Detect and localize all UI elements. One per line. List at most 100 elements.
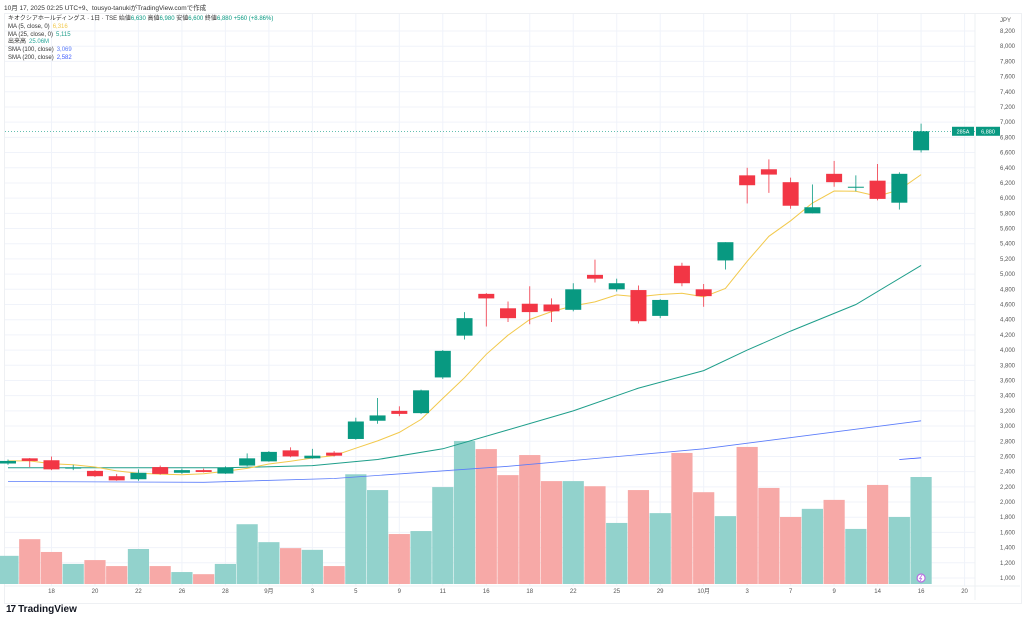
x-tick-label: 20 [961,589,968,595]
candle [65,464,82,471]
high-value: 6,980 [159,16,175,22]
candle-body [173,470,190,473]
candle-body [521,303,538,313]
candle [217,466,234,474]
tradingview-logo-icon: 17 [6,604,16,615]
volume-bar [693,492,715,584]
symbol-title: キオクシアホールディングス · 1日 · TSE [8,16,118,22]
indicator-ma25[interactable]: MA (25, close, 0) 5,115 [8,32,273,40]
x-tick-label: 9月 [264,588,273,595]
y-tick-label: 1,800 [1000,515,1016,521]
close-value: 6,880 [216,16,232,22]
y-tick-label: 4,600 [1000,303,1016,309]
candle [478,293,495,327]
indicator-sma200[interactable]: SMA (200, close) 2,582 [8,55,273,63]
y-tick-label: 4,400 [1000,318,1016,324]
volume-bar [453,440,476,584]
volume-bar [366,490,389,584]
legend: キオクシアホールディングス · 1日 · TSE 始値6,630 高値6,980… [8,16,273,63]
candle [391,406,408,417]
volume-bar [801,508,823,584]
candle [630,285,647,324]
x-tick-label: 10月 [697,588,710,595]
x-tick-label: 9 [398,589,402,595]
candle [543,298,560,322]
volume-bar [649,513,671,584]
volume-bar [62,563,84,584]
candle [43,456,60,471]
ticker-tag-label: 285A [957,129,970,135]
x-tick-label: 22 [135,589,142,595]
x-tick-label: 18 [526,589,533,595]
candle [521,286,538,325]
y-tick-label: 4,800 [1000,287,1016,293]
y-tick-label: 7,400 [1000,90,1016,96]
candle-body [347,421,364,439]
x-tick-label: 16 [483,589,490,595]
candle-body [478,293,495,299]
candle-body [239,458,256,466]
candle [847,175,864,192]
indicator-value: 6,316 [52,23,68,30]
candle [434,350,451,379]
indicator-value: 3,069 [56,47,72,54]
volume-bar [171,572,193,584]
candle [347,417,364,440]
y-tick-label: 4,200 [1000,333,1016,339]
y-tick-label: 2,800 [1000,439,1016,445]
low-label: 安値 [176,16,189,22]
candle [369,397,386,424]
indicator-value: 5,115 [56,31,71,38]
candle [782,177,799,209]
y-tick-label: 5,600 [1000,227,1016,233]
y-tick-label: 1,600 [1000,530,1016,536]
ticker-tag [952,126,974,136]
volume-bar [562,481,584,584]
volume-bar [345,474,367,584]
volume-bar [584,486,606,584]
y-tick-label: 3,000 [1000,424,1016,430]
indicator-volume[interactable]: 出来高 25.06M [8,39,273,47]
volume-bar [432,487,454,584]
candle [260,451,277,462]
candle [282,447,299,458]
y-tick-label: 2,400 [1000,470,1016,476]
y-tick-label: 5,000 [1000,272,1016,278]
y-tick-label: 1,000 [1000,576,1016,582]
candle-body [391,410,408,414]
indicator-ma5[interactable]: MA (5, close, 0) 6,316 [8,24,273,32]
lightning-icon [918,574,923,582]
candle [869,163,886,201]
candle-body [804,207,821,214]
candle [456,312,473,340]
candle-body [869,180,886,199]
tradingview-logo[interactable]: 17 TradingView [6,604,77,615]
earnings-event-icon[interactable] [916,573,926,583]
candle-body [65,467,82,469]
y-tick-label: 2,000 [1000,500,1016,506]
x-tick-label: 16 [918,589,925,595]
y-tick-label: 8,200 [1000,29,1016,35]
volume-bar [758,487,780,584]
candle [891,172,908,210]
volume-bar [519,455,541,584]
candle [21,457,38,468]
candle-body [130,472,147,480]
candle [108,473,125,481]
candle [326,451,343,457]
sma100-line [7,420,922,483]
volume-bar [867,484,889,584]
indicator-sma100[interactable]: SMA (100, close) 3,069 [8,47,273,55]
chart-caption: 10月 17, 2025 02:25 UTC+9、tousyo-tanukiがT… [4,5,207,12]
candle [608,278,625,292]
candle [695,283,712,307]
volume-bar [410,531,432,584]
candle [304,448,321,459]
x-tick-label: 18 [48,589,55,595]
candle-body [326,452,343,456]
candle [130,469,147,481]
candle [717,242,734,270]
y-tick-label: 6,800 [1000,135,1016,141]
x-tick-label: 29 [657,589,664,595]
